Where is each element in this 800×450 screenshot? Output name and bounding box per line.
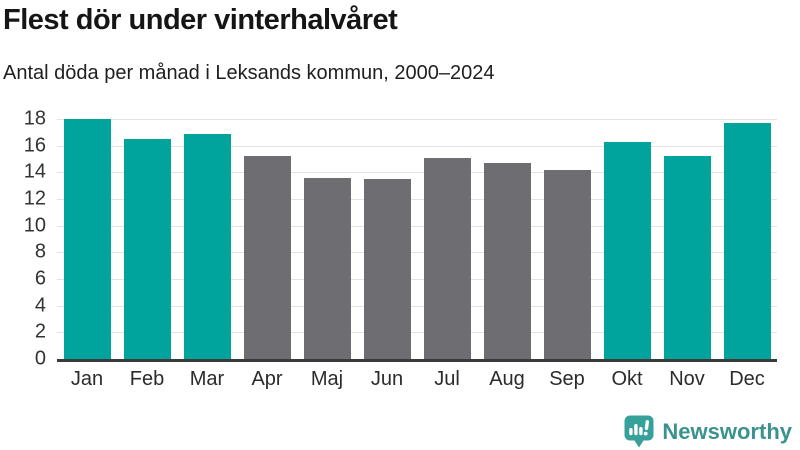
bar-jul (423, 157, 471, 359)
bar-sep (543, 169, 591, 359)
y-tick-label-14: 14 (23, 160, 46, 183)
bar-jan (63, 119, 111, 359)
x-tick-label-mar: Mar (189, 368, 225, 390)
gridline-10 (57, 225, 777, 227)
x-axis: Jan Feb Mar Apr Maj Jun Jul Aug Sep Okt Nov Dec (57, 368, 777, 391)
y-tick-label-6: 6 (34, 267, 46, 290)
x-tick-label-aug: Aug (489, 368, 525, 390)
brand-footer: Newsworthy (624, 415, 792, 448)
bar-slot-nov (657, 119, 717, 359)
bar-slot-maj (297, 119, 357, 359)
gridline-12 (57, 199, 777, 200)
bar-slot-jun (357, 119, 417, 359)
gridline-8 (57, 252, 777, 254)
plot-area (57, 119, 777, 362)
bar-slot-okt (597, 119, 657, 359)
page-subtitle: Antal döda per månad i Leksands kommun, … (3, 62, 495, 84)
bar-jun (363, 179, 411, 359)
gridline-18 (57, 119, 777, 120)
y-tick-label-8: 8 (34, 240, 46, 263)
gridline-16 (57, 145, 777, 147)
y-tick-label-18: 18 (23, 107, 46, 130)
bar-slot-aug (477, 119, 537, 359)
bar-chart: 0 2 4 6 8 10 12 14 16 18 Jan Feb Mar Apr Maj Jun Jul Aug… (0, 108, 777, 391)
newsworthy-logo-icon (624, 415, 654, 448)
page-title: Flest dör under vinterhalvåret (3, 4, 398, 36)
gridline-14 (57, 172, 777, 174)
gridline-6 (57, 279, 777, 280)
y-tick-label-4: 4 (34, 294, 46, 317)
y-tick-label-0: 0 (34, 347, 46, 370)
gridline-4 (57, 305, 777, 307)
bar-slot-jul (417, 119, 477, 359)
bar-slot-jan (57, 119, 117, 359)
bar-okt (603, 141, 651, 359)
y-tick-label-2: 2 (34, 320, 46, 343)
x-tick-label-okt: Okt (611, 368, 643, 390)
x-tick-label-jul: Jul (434, 368, 460, 390)
bar-slot-mar (177, 119, 237, 359)
y-tick-label-12: 12 (23, 187, 46, 210)
bars-row (57, 119, 777, 359)
gridline-2 (57, 332, 777, 334)
x-tick-label-dec: Dec (729, 368, 765, 390)
y-tick-label-10: 10 (23, 214, 46, 237)
x-tick-label-jan: Jan (70, 368, 104, 390)
x-tick-label-nov: Nov (669, 368, 705, 390)
bar-maj (303, 177, 351, 359)
bar-dec (723, 123, 771, 359)
bar-slot-apr (237, 119, 297, 359)
brand-name: Newsworthy (662, 418, 792, 444)
bar-aug (483, 163, 531, 359)
bar-slot-feb (117, 119, 177, 359)
bar-feb (123, 139, 171, 359)
bar-nov (663, 156, 711, 359)
y-tick-label-16: 16 (23, 134, 46, 157)
x-tick-label-apr: Apr (251, 368, 283, 390)
bar-mar (183, 133, 231, 359)
bar-slot-dec (717, 119, 777, 359)
y-axis: 0 2 4 6 8 10 12 14 16 18 (0, 108, 46, 370)
bar-slot-sep (537, 119, 597, 359)
bar-apr (243, 156, 291, 359)
x-tick-label-maj: Maj (310, 368, 344, 390)
x-tick-label-sep: Sep (549, 368, 585, 390)
x-tick-label-jun: Jun (370, 368, 404, 390)
x-tick-label-feb: Feb (129, 368, 165, 390)
